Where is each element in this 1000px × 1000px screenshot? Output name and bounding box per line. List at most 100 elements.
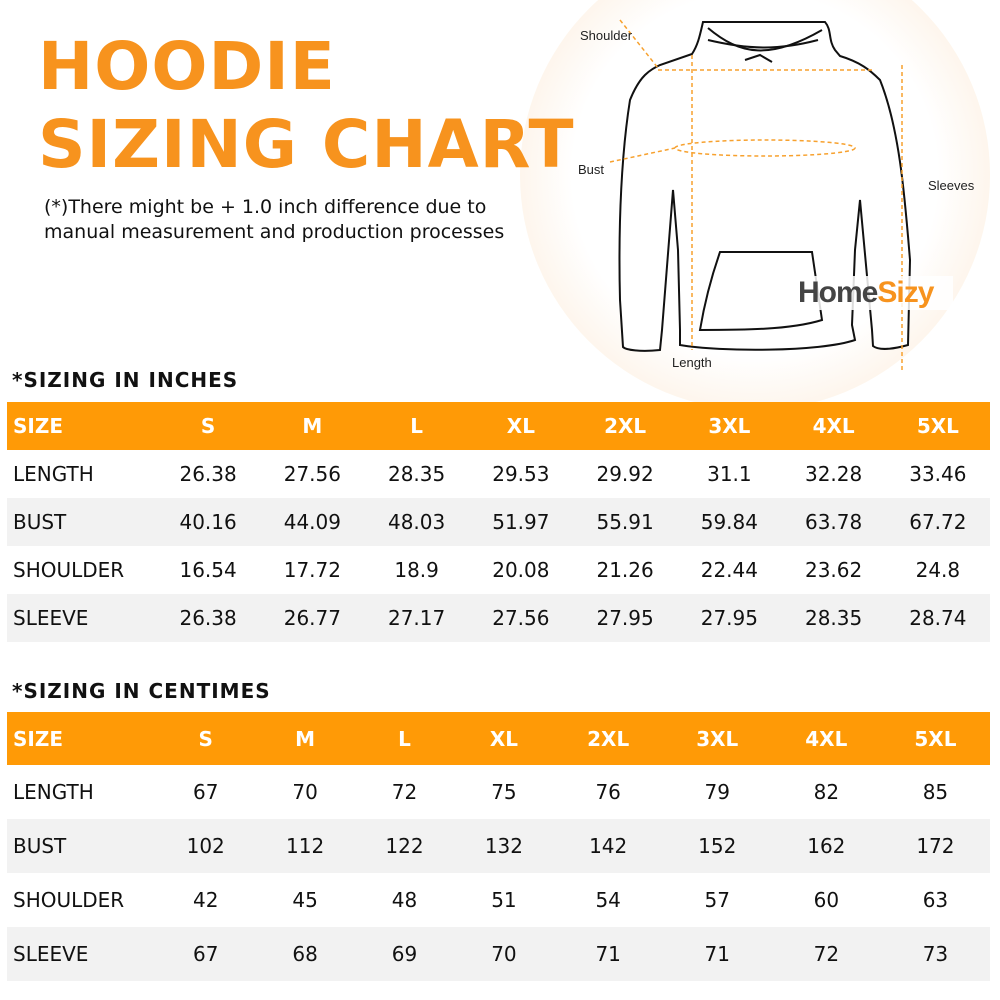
table-cell: 162 xyxy=(771,819,881,873)
bust-label: Bust xyxy=(578,162,605,177)
table-cell: 85 xyxy=(922,780,949,804)
table-cell: 67.72 xyxy=(885,498,990,546)
table-cell: 29.92 xyxy=(596,462,654,486)
table-cell: 69 xyxy=(354,927,455,981)
table-cell: 26.77 xyxy=(260,594,365,642)
table-cell: 29.53 xyxy=(492,462,550,486)
table-cell: 48 xyxy=(391,888,418,912)
row-label: SLEEVE xyxy=(7,927,156,981)
row-label: BUST xyxy=(7,498,156,546)
table-cell: 172 xyxy=(880,819,990,873)
table-cell: 27.95 xyxy=(573,594,678,642)
header-cell: L xyxy=(354,712,455,765)
table-cell: 16.54 xyxy=(179,558,237,582)
header-cell: 5XL xyxy=(880,712,990,765)
table-cell: 23.62 xyxy=(804,558,863,582)
inches-table: SIZE S M L XL 2XL 3XL 4XL 5XL LENGTH 26.38 27.56 28… xyxy=(7,402,990,642)
table-cell: 24.8 xyxy=(915,558,961,582)
table-cell: 63 xyxy=(922,888,949,912)
table-cell: 132 xyxy=(454,819,554,873)
table-cell: 67 xyxy=(156,927,256,981)
header-cell: L xyxy=(364,402,469,450)
header-cell: 4XL xyxy=(781,402,886,450)
table-cell: 102 xyxy=(156,819,256,873)
header-cell: 3XL xyxy=(677,402,782,450)
inches-heading: *SIZING IN INCHES xyxy=(12,368,239,392)
note-line2: manual measurement and production proces… xyxy=(44,221,505,243)
page-title-line1: HOODIE xyxy=(38,28,336,105)
table-header-row: SIZE S M L XL 2XL 3XL 4XL 5XL xyxy=(7,712,990,765)
table-cell: 152 xyxy=(662,819,772,873)
header-cell: S xyxy=(156,712,256,765)
sleeves-label: Sleeves xyxy=(928,178,975,193)
table-cell: 76 xyxy=(595,780,621,804)
hoodie-diagram-icon xyxy=(609,19,912,370)
logo-part1: Home xyxy=(798,276,878,309)
homesizy-logo: HomeSizy xyxy=(798,276,954,310)
table-cell: 27.95 xyxy=(677,594,782,642)
table-row: LENGTH 67 70 72 75 76 79 82 85 xyxy=(7,765,990,819)
table-cell: 45 xyxy=(292,888,318,912)
shoulder-label: Shoulder xyxy=(580,28,633,43)
table-cell: 54 xyxy=(595,888,621,912)
table-cell: 71 xyxy=(662,927,772,981)
header-cell: SIZE xyxy=(7,402,156,450)
header-cell: M xyxy=(255,712,355,765)
table-cell: 57 xyxy=(704,888,730,912)
table-cell: 68 xyxy=(255,927,355,981)
table-cell: 26.38 xyxy=(156,594,261,642)
row-label: SLEEVE xyxy=(7,594,156,642)
table-cell: 60 xyxy=(813,888,840,912)
row-label: LENGTH xyxy=(13,780,94,804)
table-row: SHOULDER 42 45 48 51 54 57 60 63 xyxy=(7,873,990,927)
header-cell: XL xyxy=(454,712,554,765)
table-cell: 122 xyxy=(354,819,455,873)
table-row: SLEEVE 67 68 69 70 71 71 72 73 xyxy=(7,927,990,981)
table-cell: 51.97 xyxy=(468,498,573,546)
table-row: SLEEVE 26.38 26.77 27.17 27.56 27.95 27.95 28.3… xyxy=(7,594,990,642)
table-row: LENGTH 26.38 27.56 28.35 29.53 29.92 31.1 32.28… xyxy=(7,450,990,498)
table-cell: 28.74 xyxy=(885,594,990,642)
table-cell: 67 xyxy=(192,780,219,804)
measurement-note: (*)There might be + 1.0 inch difference … xyxy=(44,195,504,245)
table-cell: 28.35 xyxy=(781,594,886,642)
table-cell: 55.91 xyxy=(573,498,678,546)
table-cell: 17.72 xyxy=(283,558,341,582)
row-label: LENGTH xyxy=(13,462,94,486)
row-label: SHOULDER xyxy=(13,558,125,582)
table-cell: 42 xyxy=(192,888,219,912)
header-cell: 3XL xyxy=(662,712,772,765)
table-row: BUST 102 112 122 132 142 152 162 172 xyxy=(7,819,990,873)
header-cell: 4XL xyxy=(771,712,881,765)
table-cell: 27.56 xyxy=(468,594,573,642)
table-cell: 40.16 xyxy=(156,498,261,546)
header-cell: 2XL xyxy=(573,402,678,450)
cm-heading: *SIZING IN CENTIMES xyxy=(12,679,271,703)
table-header-row: SIZE S M L XL 2XL 3XL 4XL 5XL xyxy=(7,402,990,450)
table-cell: 59.84 xyxy=(677,498,782,546)
cm-table: SIZE S M L XL 2XL 3XL 4XL 5XL LENGTH 67 70 72 75 76 79… xyxy=(7,712,990,981)
table-cell: 70 xyxy=(454,927,554,981)
table-cell: 27.17 xyxy=(364,594,469,642)
table-cell: 63.78 xyxy=(781,498,886,546)
table-cell: 31.1 xyxy=(707,462,752,486)
table-cell: 142 xyxy=(553,819,663,873)
table-cell: 22.44 xyxy=(700,558,758,582)
table-cell: 70 xyxy=(292,780,318,804)
table-cell: 73 xyxy=(880,927,990,981)
table-cell: 51 xyxy=(491,888,517,912)
table-cell: 44.09 xyxy=(260,498,365,546)
note-line1: (*)There might be + 1.0 inch difference … xyxy=(44,196,487,218)
header-cell: S xyxy=(156,402,261,450)
row-label: BUST xyxy=(7,819,156,873)
table-cell: 26.38 xyxy=(179,462,237,486)
row-label: SHOULDER xyxy=(13,888,125,912)
table-cell: 75 xyxy=(491,780,517,804)
table-cell: 20.08 xyxy=(492,558,550,582)
header-cell: XL xyxy=(468,402,573,450)
header-cell: SIZE xyxy=(7,712,156,765)
table-row: SHOULDER 16.54 17.72 18.9 20.08 21.26 22.44 23.… xyxy=(7,546,990,594)
table-cell: 71 xyxy=(553,927,663,981)
length-label: Length xyxy=(672,355,712,370)
header-cell: 5XL xyxy=(885,402,990,450)
